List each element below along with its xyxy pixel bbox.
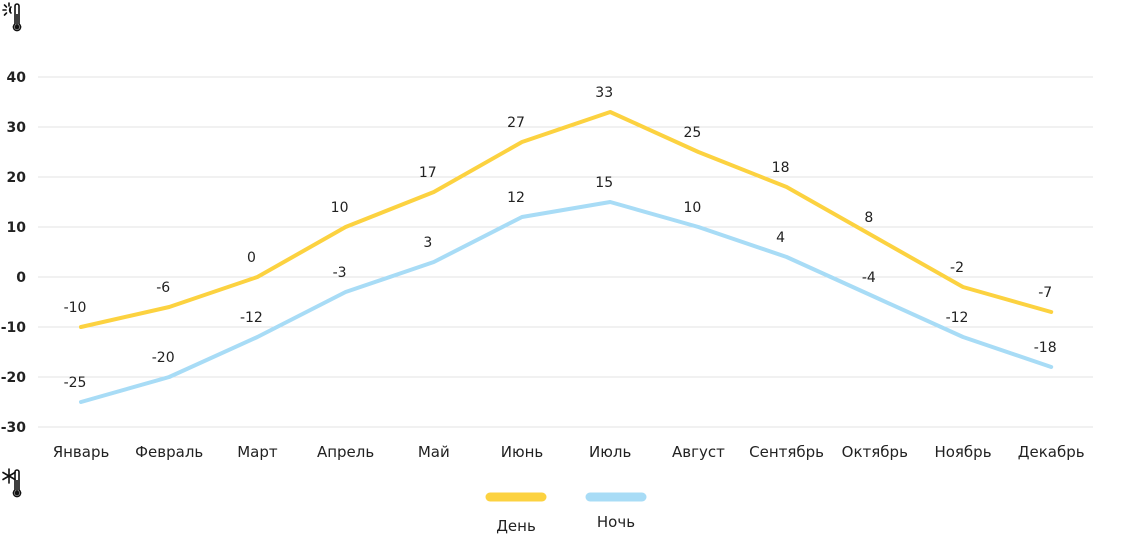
x-axis-ticks: Январь Февраль Март Апрель Май Июнь Июль Август… (53, 443, 1085, 461)
data-labels: -10 -6 0 10 17 27 33 25 18 8 -2 -7 -25 -20 -12 -3 3 12 15 1… (64, 85, 1057, 391)
data-label: -7 (1038, 285, 1052, 301)
data-label: 18 (772, 160, 790, 176)
data-label: -2 (950, 260, 964, 276)
data-label: 3 (423, 235, 432, 251)
x-tick-label: Август (672, 443, 725, 461)
data-label: -25 (64, 375, 87, 391)
data-label: -12 (946, 310, 969, 326)
y-tick-label: 10 (7, 220, 27, 236)
x-tick-label: Январь (53, 443, 110, 461)
x-tick-label: Май (418, 443, 450, 461)
x-tick-label: Март (237, 443, 278, 461)
data-label: -20 (152, 350, 175, 366)
data-label: -3 (333, 265, 347, 281)
y-tick-label: 30 (7, 120, 27, 136)
y-tick-label: -20 (1, 370, 27, 386)
legend-label: День (496, 517, 536, 535)
data-label: 4 (776, 230, 785, 246)
series-line-day (79, 110, 1054, 329)
x-tick-label: Июль (589, 443, 631, 461)
x-tick-label: Сентябрь (749, 443, 824, 461)
data-label: -12 (240, 310, 263, 326)
x-tick-label: Декабрь (1018, 443, 1085, 461)
x-tick-label: Июнь (501, 443, 544, 461)
data-label: 10 (683, 200, 701, 216)
sun-thermometer-icon (2, 2, 22, 32)
y-tick-label: -30 (1, 420, 27, 436)
series-line-night (79, 200, 1054, 404)
data-label: 25 (683, 125, 701, 141)
y-axis-ticks: -30 -20 -10 0 10 20 30 40 (1, 70, 27, 436)
data-label: 17 (419, 165, 437, 181)
data-label: 10 (331, 200, 349, 216)
snowflake-thermometer-icon (2, 468, 22, 498)
data-label: -6 (156, 280, 170, 296)
data-label: 8 (864, 210, 873, 226)
y-tick-label: 20 (7, 170, 27, 186)
y-tick-label: 40 (7, 70, 27, 86)
data-label: 0 (247, 250, 256, 266)
data-label: -18 (1034, 340, 1057, 356)
data-label: 33 (595, 85, 613, 101)
x-tick-label: Ноябрь (934, 443, 991, 461)
data-label: 15 (595, 175, 613, 191)
x-tick-label: Февраль (135, 443, 203, 461)
x-tick-label: Октябрь (842, 443, 908, 461)
data-label: -10 (64, 300, 87, 316)
y-tick-label: 0 (16, 270, 26, 286)
series-lines (79, 110, 1054, 404)
legend-label: Ночь (597, 513, 635, 531)
grid-lines (38, 76, 1093, 428)
data-label: 12 (507, 190, 525, 206)
data-label: 27 (507, 115, 525, 131)
x-tick-label: Апрель (317, 443, 374, 461)
legend: День Ночь (485, 492, 647, 535)
data-label: -4 (862, 270, 876, 286)
y-tick-label: -10 (1, 320, 27, 336)
